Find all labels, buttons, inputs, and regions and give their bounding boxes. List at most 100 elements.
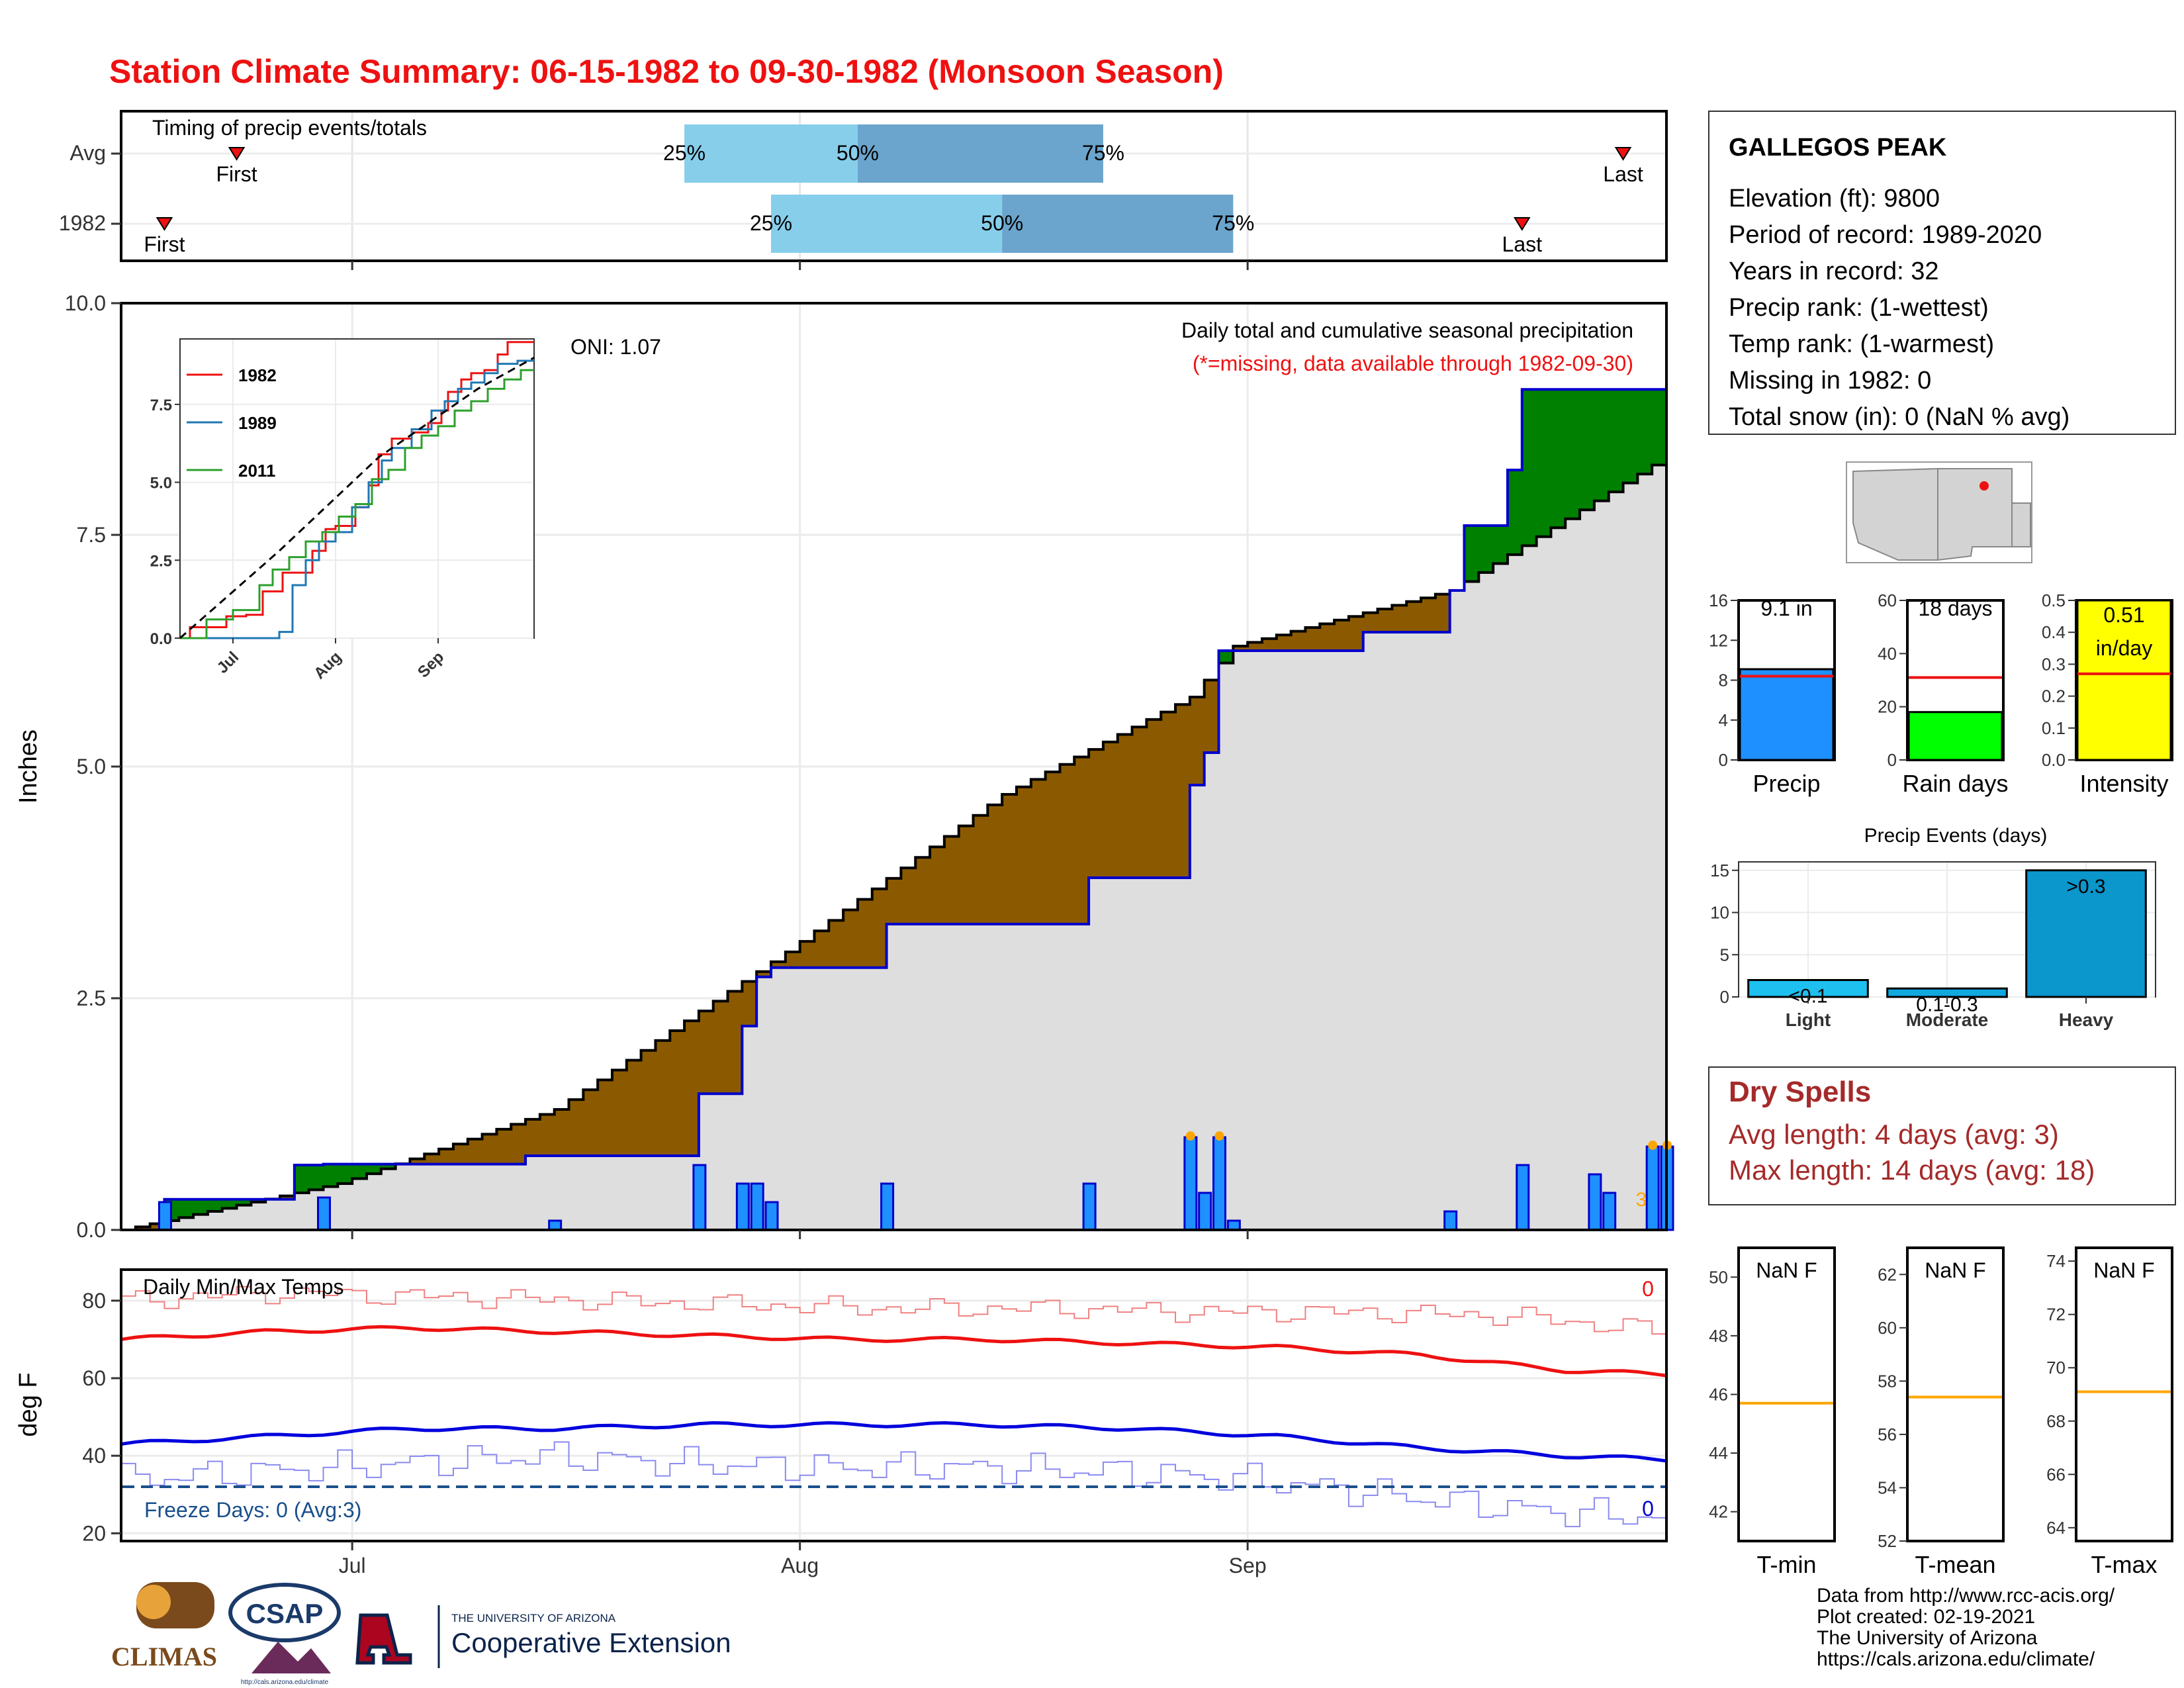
timing-iqr-low-1982 bbox=[771, 195, 1003, 253]
temp-y-tick-label-3: 80 bbox=[82, 1289, 106, 1313]
precip-deficit-39 bbox=[684, 1021, 700, 1156]
precip-deficit-24 bbox=[467, 1139, 483, 1164]
temp-max-count: 0 bbox=[1642, 1277, 1654, 1301]
page-title: Station Climate Summary: 06-15-1982 to 0… bbox=[109, 53, 1224, 90]
temp-y-tick-label-0: 20 bbox=[82, 1521, 106, 1545]
precip-deficit-75 bbox=[1204, 680, 1220, 753]
events-y-tick-label-1: 5 bbox=[1720, 945, 1729, 964]
precip-deficit-21 bbox=[424, 1154, 439, 1164]
precip-deficit-85 bbox=[1348, 616, 1364, 651]
temp-x-tick-label-0: Jul bbox=[339, 1554, 366, 1577]
csap-logo-url: http://cals.arizona.edu/climate bbox=[241, 1679, 329, 1686]
inset-y-tick-label-3: 7.5 bbox=[150, 397, 172, 414]
summary-bars: 0 4 8 12 16 9.1 in Precip 0 20 40 60 18 days Rain da… bbox=[1709, 590, 2173, 797]
precip-deficit-44 bbox=[756, 971, 772, 977]
precip-surplus-96 bbox=[1507, 470, 1523, 555]
timing-last-label-Avg: Last bbox=[1603, 162, 1643, 186]
precip-deficit-47 bbox=[799, 941, 815, 968]
temp-summary-value-0: NaN F bbox=[1756, 1258, 1817, 1282]
precip-deficit-48 bbox=[814, 931, 829, 968]
precip-deficit-68 bbox=[1103, 741, 1118, 878]
summary-y-tick-label-0-2: 8 bbox=[1719, 671, 1728, 690]
precip-surplus-104 bbox=[1623, 389, 1638, 483]
precip-deficit-71 bbox=[1146, 719, 1161, 878]
events-y-tick-label-0: 0 bbox=[1720, 987, 1729, 1007]
precip-surplus-93 bbox=[1464, 526, 1479, 582]
temp-summary-y-tick-label-2-4: 72 bbox=[2046, 1305, 2066, 1325]
locator-map bbox=[1846, 461, 2032, 563]
climas-logo: CLIMAS bbox=[111, 1582, 217, 1671]
arizona-shape bbox=[1852, 467, 1938, 561]
timing-p25-label-1982: 25% bbox=[750, 211, 792, 235]
precip-deficit-46 bbox=[785, 952, 801, 968]
precip-surplus-98 bbox=[1536, 389, 1552, 537]
precip-daily-bar-07-25 bbox=[692, 1164, 707, 1231]
precip-deficit-30 bbox=[554, 1109, 570, 1156]
precip-surplus-4 bbox=[179, 1199, 194, 1218]
precip-deficit-70 bbox=[1132, 727, 1147, 878]
temp-summary-label-2: T-max bbox=[2091, 1551, 2157, 1578]
precip-y-tick-label-0: 0.0 bbox=[77, 1218, 106, 1242]
summary-y-tick-label-2-3: 0.3 bbox=[2042, 654, 2066, 674]
temp-summary-y-tick-label-2-2: 68 bbox=[2046, 1411, 2066, 1431]
precip-deficit-2 bbox=[150, 1223, 165, 1230]
precip-deficit-29 bbox=[539, 1114, 555, 1156]
precip-deficit-41 bbox=[713, 1001, 729, 1094]
summary-bar-0 bbox=[1739, 668, 1835, 761]
precip-deficit-74 bbox=[1189, 697, 1205, 785]
precip-surplus-97 bbox=[1522, 389, 1537, 546]
precip-daily-bar-07-30 bbox=[764, 1201, 779, 1231]
precip-y-tick-label-3: 7.5 bbox=[77, 523, 106, 547]
station-line-elevation: Elevation (ft): 9800 bbox=[1729, 185, 1940, 212]
ua-logo-small-text: THE UNIVERSITY OF ARIZONA bbox=[451, 1612, 616, 1624]
west-texas-shape bbox=[2011, 502, 2031, 547]
temp-panel-background bbox=[121, 1270, 1666, 1541]
precip-daily-bar-09-26 bbox=[1602, 1192, 1617, 1231]
inset-y-tick-label-2: 5.0 bbox=[150, 475, 172, 492]
inset-legend-1982: 1982 bbox=[238, 365, 277, 385]
precip-deficit-62 bbox=[1016, 786, 1032, 924]
temp-summary-y-tick-label-2-3: 70 bbox=[2046, 1358, 2066, 1378]
events-x-label-heavy: Heavy bbox=[2059, 1009, 2114, 1030]
csap-logo-mountains bbox=[251, 1642, 331, 1673]
events-x-label-moderate: Moderate bbox=[1906, 1009, 1988, 1030]
precip-deficit-53 bbox=[886, 878, 902, 924]
precip-deficit-60 bbox=[987, 804, 1003, 924]
temp-lines bbox=[120, 1286, 1667, 1528]
temp-summary-y-tick-label-0-2: 46 bbox=[1709, 1385, 1728, 1405]
summary-value-1: 18 days bbox=[1918, 596, 1992, 620]
precip-deficit-23 bbox=[453, 1144, 469, 1164]
timing-first-marker-Avg bbox=[228, 147, 246, 161]
precip-daily-bar-08-30 bbox=[1212, 1136, 1227, 1231]
precip-daily-bar-09-25 bbox=[1588, 1173, 1602, 1231]
precip-daily-bar-06-18 bbox=[158, 1201, 172, 1231]
summary-label-0: Precip bbox=[1752, 770, 1820, 797]
precip-deficit-82 bbox=[1305, 628, 1320, 651]
precip-deficit-20 bbox=[410, 1158, 425, 1164]
precip-surplus-17 bbox=[366, 1164, 382, 1174]
summary-y-tick-label-1-2: 40 bbox=[1878, 643, 1897, 663]
temp-summary-y-tick-label-1-1: 54 bbox=[1878, 1477, 1897, 1497]
temp-x-axis: Jul Aug Sep bbox=[339, 1541, 1267, 1577]
summary-bar-2 bbox=[2076, 599, 2172, 761]
precip-daily-bar-08-28 bbox=[1183, 1136, 1198, 1231]
temp-summary-y-tick-label-1-2: 56 bbox=[1878, 1425, 1897, 1444]
footer-credits: Data from http://www.rcc-acis.org/ Plot … bbox=[1817, 1585, 2115, 1670]
precip-surplus-102 bbox=[1594, 389, 1610, 501]
temp-summary-y-tick-label-2-0: 64 bbox=[2046, 1518, 2066, 1538]
station-location-dot bbox=[1979, 481, 1989, 491]
precip-1982-line bbox=[121, 388, 1666, 1231]
summary-value-unit-2: in/day bbox=[2096, 636, 2152, 660]
inset-line-2011 bbox=[180, 369, 534, 639]
summary-y-tick-label-2-5: 0.5 bbox=[2042, 590, 2066, 610]
temp-y-axis: 20 40 60 80 bbox=[82, 1289, 121, 1545]
temp-min-daily-line bbox=[121, 1441, 1667, 1528]
timing-row-label-year: 1982 bbox=[59, 211, 106, 235]
inset-y-tick-label-0: 0.0 bbox=[150, 630, 172, 648]
precip-deficit-63 bbox=[1030, 779, 1046, 924]
precip-surplus-106 bbox=[1652, 389, 1667, 465]
temp-panel: 20 40 60 80 Jul Aug Sep deg F Daily Min/Max T… bbox=[15, 1268, 1668, 1577]
precip-deficit-54 bbox=[901, 868, 916, 924]
precip-deficit-27 bbox=[511, 1124, 526, 1164]
